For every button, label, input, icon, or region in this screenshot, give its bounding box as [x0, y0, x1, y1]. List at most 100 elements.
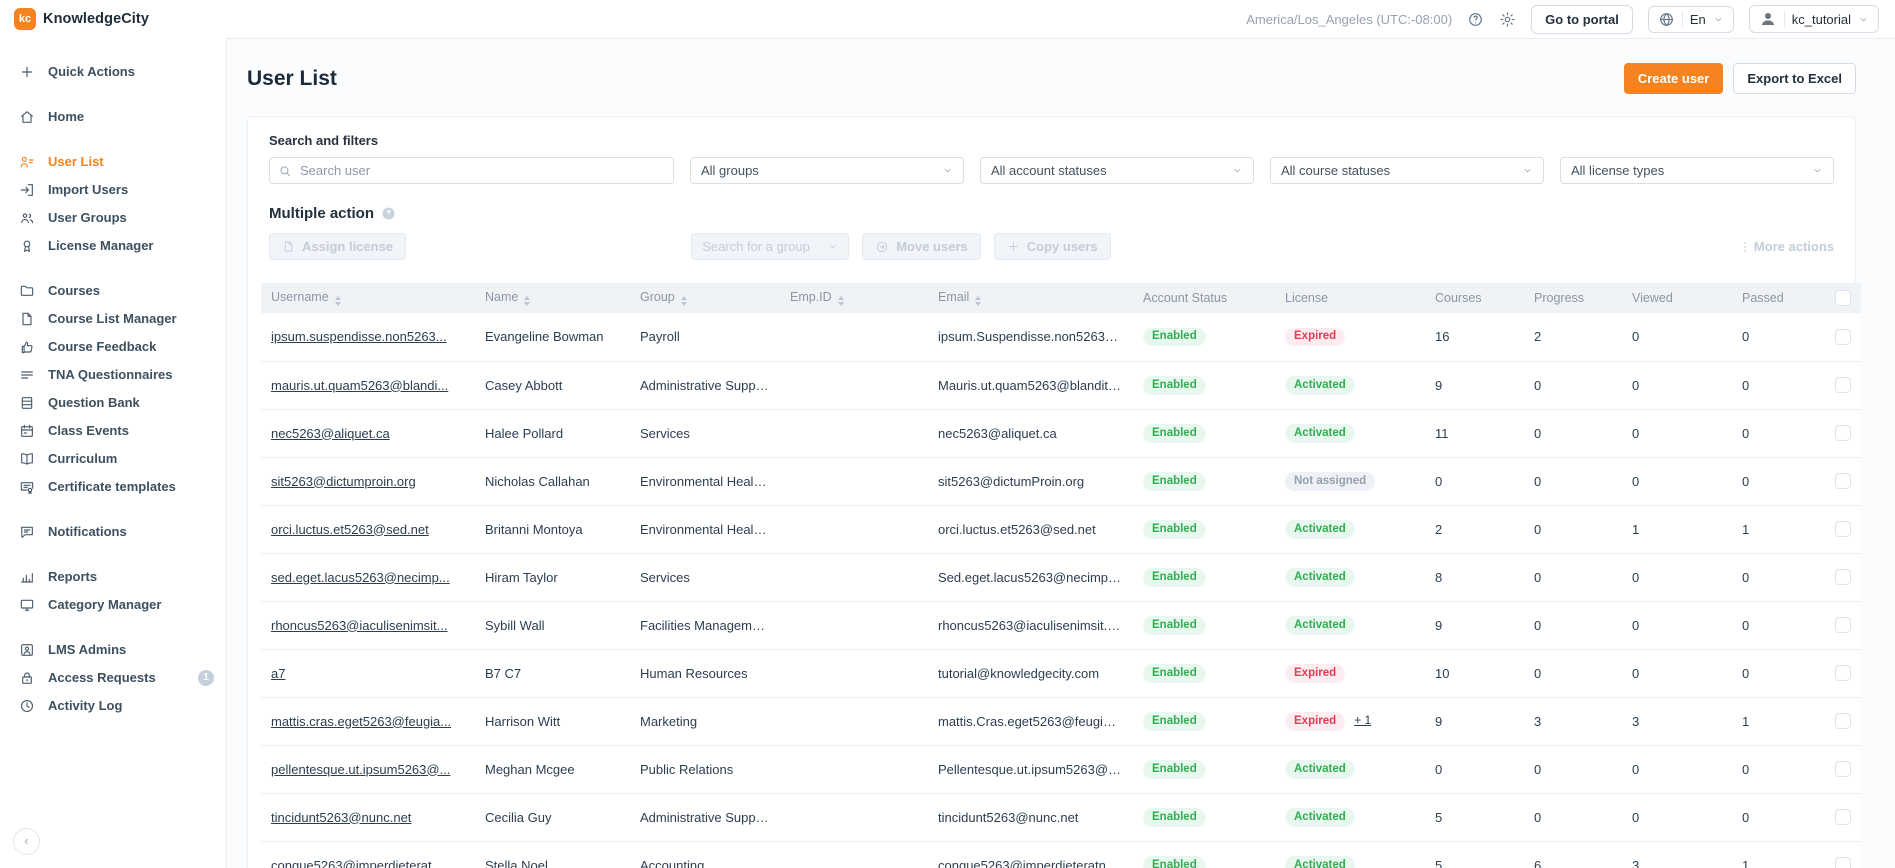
sidebar-item-notifications[interactable]: Notifications: [0, 518, 226, 546]
export-to-excel-button[interactable]: Export to Excel: [1733, 63, 1856, 94]
timezone-label: America/Los_Angeles (UTC:-08:00): [1246, 11, 1453, 27]
email-cell: ipsum.Suspendisse.non5263@mi...: [928, 313, 1133, 362]
email-cell: Sed.eget.lacus5263@necimperdi...: [928, 553, 1133, 602]
sidebar-item-courses[interactable]: Courses: [0, 277, 226, 305]
go-to-portal-button[interactable]: Go to portal: [1531, 4, 1633, 34]
sidebar-item-category-manager[interactable]: Category Manager: [0, 591, 226, 619]
row-checkbox[interactable]: [1835, 425, 1851, 442]
help-icon[interactable]: [1467, 11, 1484, 28]
emp-id-cell: [780, 841, 928, 868]
sort-icon[interactable]: [975, 296, 982, 306]
help-circle-icon[interactable]: [381, 206, 396, 221]
sidebar-item-certificate-templates[interactable]: Certificate templates: [0, 473, 226, 501]
column-header-username[interactable]: Username: [261, 283, 475, 313]
license-status-badge: Activated: [1285, 568, 1355, 587]
account-status-badge: Enabled: [1143, 760, 1206, 779]
sidebar-collapse-button[interactable]: [13, 828, 40, 855]
column-header-name[interactable]: Name: [475, 283, 630, 313]
sort-icon[interactable]: [837, 296, 844, 306]
row-checkbox[interactable]: [1835, 329, 1851, 346]
row-checkbox[interactable]: [1835, 665, 1851, 682]
username-link[interactable]: mauris.ut.quam5263@blandi...: [271, 377, 449, 393]
username-link[interactable]: congue5263@imperdieterat...: [271, 857, 443, 868]
sort-icon[interactable]: [680, 296, 687, 306]
user-menu[interactable]: kc_tutorial: [1748, 5, 1879, 33]
username-link[interactable]: a7: [271, 665, 286, 681]
assign-license-button[interactable]: Assign license: [269, 233, 407, 260]
row-checkbox[interactable]: [1835, 761, 1851, 778]
chevron-down-icon: [1232, 165, 1243, 176]
sidebar-item-user-groups[interactable]: User Groups: [0, 204, 226, 232]
username-link[interactable]: ipsum.suspendisse.non5263...: [271, 329, 447, 345]
courses-cell: 16: [1425, 313, 1524, 362]
group-cell: Administrative Support: [630, 361, 780, 410]
license-extra-link[interactable]: + 1: [1354, 712, 1372, 727]
email-cell: tutorial@knowledgecity.com: [928, 649, 1133, 698]
license-status-badge: Activated: [1285, 376, 1355, 395]
sidebar-item-course-list-manager[interactable]: Course List Manager: [0, 305, 226, 333]
column-header-email[interactable]: Email: [928, 283, 1133, 313]
username-link[interactable]: sit5263@dictumproin.org: [271, 473, 416, 489]
sidebar-item-label: Home: [48, 109, 85, 124]
row-checkbox[interactable]: [1835, 809, 1851, 826]
filter-select-all-account-statuses[interactable]: All account statuses: [980, 157, 1254, 184]
row-checkbox[interactable]: [1835, 521, 1851, 538]
username-link[interactable]: mattis.cras.eget5263@feugia...: [271, 713, 452, 729]
row-checkbox[interactable]: [1835, 473, 1851, 490]
row-checkbox[interactable]: [1835, 857, 1851, 868]
group-cell: Facilities Management: [630, 601, 780, 650]
filter-select-all-license-types[interactable]: All license types: [1560, 157, 1834, 184]
column-header-group[interactable]: Group: [630, 283, 780, 313]
filter-select-all-groups[interactable]: All groups: [690, 157, 964, 184]
divider: [1681, 11, 1683, 27]
row-checkbox[interactable]: [1835, 569, 1851, 586]
row-checkbox[interactable]: [1835, 617, 1851, 634]
sidebar-item-home[interactable]: Home: [0, 103, 226, 131]
sidebar-item-question-bank[interactable]: Question Bank: [0, 389, 226, 417]
sidebar-item-curriculum[interactable]: Curriculum: [0, 445, 226, 473]
sort-icon[interactable]: [334, 296, 341, 306]
search-icon: [278, 164, 292, 178]
brand-logo[interactable]: kc KnowledgeCity: [14, 8, 149, 30]
move-users-button[interactable]: Move users: [862, 233, 981, 260]
copy-users-button[interactable]: Copy users: [993, 233, 1111, 260]
gear-icon[interactable]: [1499, 11, 1516, 28]
search-user-input[interactable]: [269, 157, 674, 184]
column-header-emp-id[interactable]: Emp.ID: [780, 283, 928, 313]
group-search-select[interactable]: Search for a group: [691, 233, 850, 260]
create-user-button[interactable]: Create user: [1623, 63, 1724, 94]
language-selector[interactable]: En: [1647, 5, 1734, 33]
kc-logo-icon: kc: [14, 8, 36, 30]
column-header-progress: Progress: [1524, 283, 1622, 313]
sidebar-item-access-requests[interactable]: Access Requests 1: [0, 664, 226, 692]
license-status-badge: Expired: [1285, 664, 1346, 683]
sidebar-item-user-list[interactable]: User List: [0, 148, 226, 176]
sidebar-item-quick-actions[interactable]: Quick Actions: [0, 58, 226, 86]
group-cell: Services: [630, 553, 780, 602]
select-all-checkbox[interactable]: [1835, 290, 1851, 306]
sidebar-item-lms-admins[interactable]: LMS Admins: [0, 636, 226, 664]
row-checkbox[interactable]: [1835, 713, 1851, 730]
sidebar-item-activity-log[interactable]: Activity Log: [0, 692, 226, 720]
more-actions-button[interactable]: More actions: [1738, 239, 1834, 254]
username-link[interactable]: pellentesque.ut.ipsum5263@...: [271, 761, 451, 777]
plus-icon: [1007, 240, 1020, 253]
sidebar-item-tna-questionnaires[interactable]: TNA Questionnaires: [0, 361, 226, 389]
username-link[interactable]: orci.luctus.et5263@sed.net: [271, 521, 429, 537]
table-row: sed.eget.lacus5263@necimp... Hiram Taylor…: [261, 553, 1861, 602]
sidebar-item-course-feedback[interactable]: Course Feedback: [0, 333, 226, 361]
username-link[interactable]: rhoncus5263@iaculisenimsit...: [271, 617, 448, 633]
filter-select-all-course-statuses[interactable]: All course statuses: [1270, 157, 1544, 184]
row-checkbox[interactable]: [1835, 377, 1851, 394]
sidebar-item-license-manager[interactable]: License Manager: [0, 232, 226, 260]
username-link[interactable]: nec5263@aliquet.ca: [271, 425, 390, 441]
username-link[interactable]: tincidunt5263@nunc.net: [271, 809, 412, 825]
sidebar-item-import-users[interactable]: Import Users: [0, 176, 226, 204]
passed-cell: 0: [1732, 601, 1817, 650]
sort-icon[interactable]: [524, 296, 531, 306]
sidebar-item-reports[interactable]: Reports: [0, 563, 226, 591]
sidebar-item-class-events[interactable]: Class Events: [0, 417, 226, 445]
viewed-cell: 0: [1622, 409, 1732, 458]
username-link[interactable]: sed.eget.lacus5263@necimp...: [271, 569, 450, 585]
